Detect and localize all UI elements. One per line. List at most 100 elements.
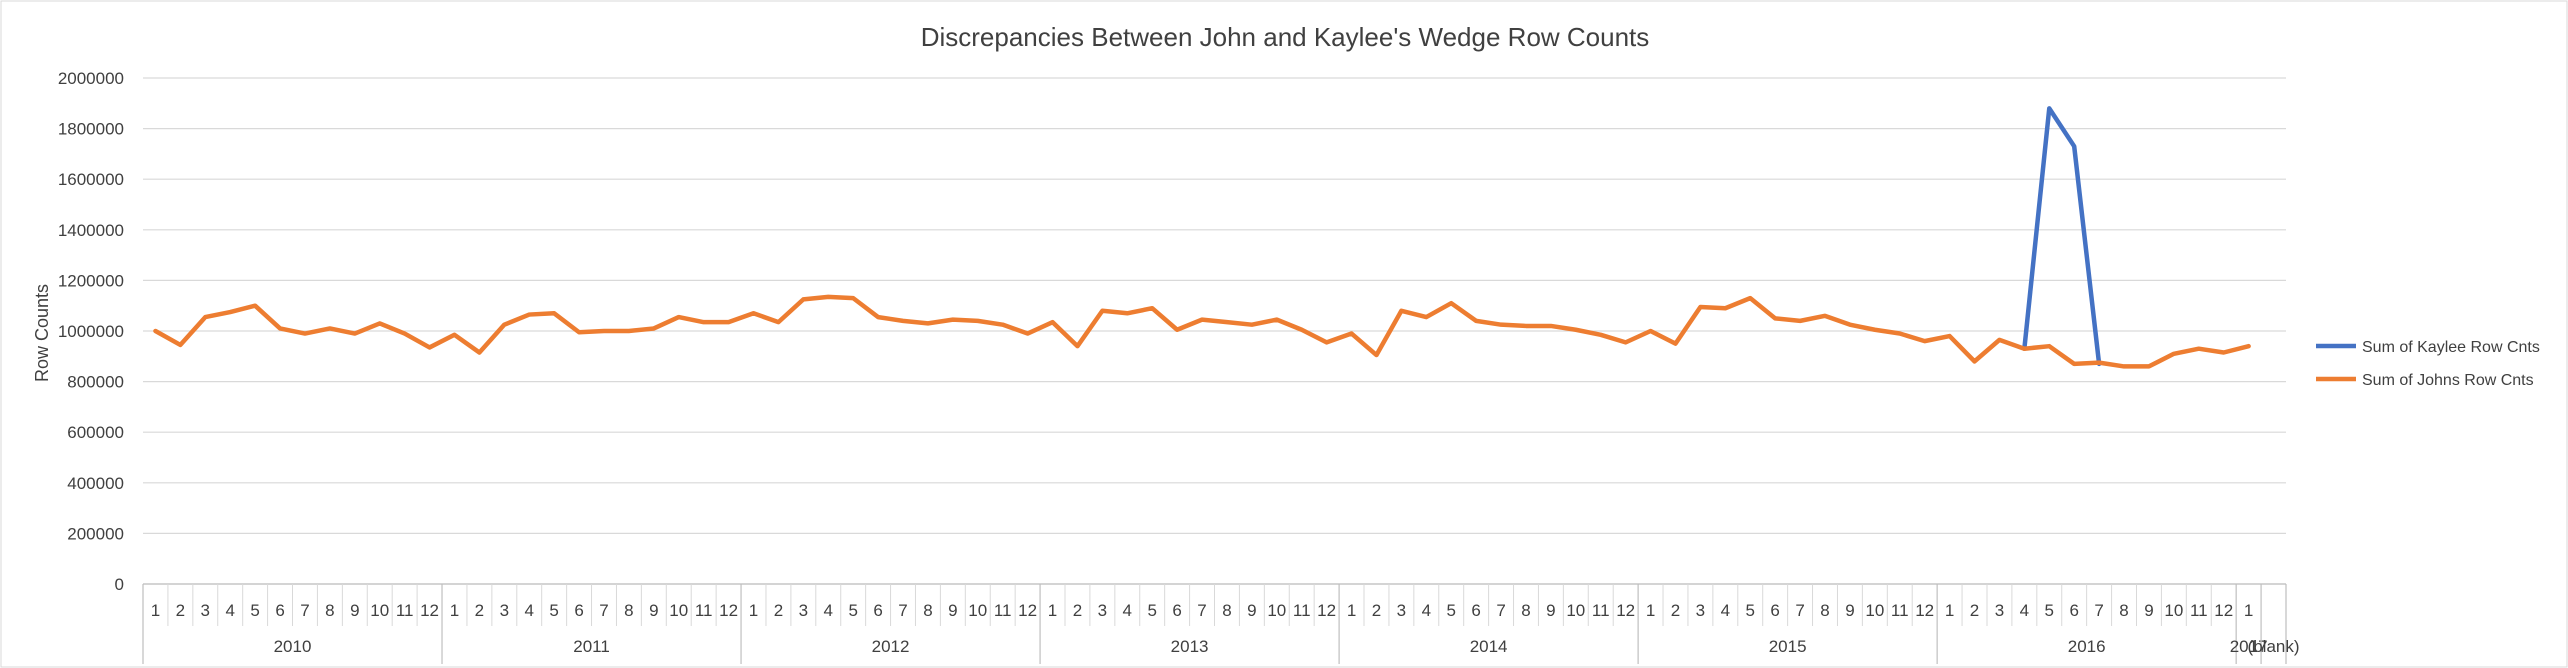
month-tick-label: 10	[1267, 601, 1286, 620]
month-tick-label: 2	[176, 601, 185, 620]
month-tick-label: 3	[799, 601, 808, 620]
month-tick-label: 8	[923, 601, 932, 620]
y-tick-label: 200000	[67, 524, 124, 543]
month-tick-label: 10	[2164, 601, 2183, 620]
month-tick-label: 12	[1018, 601, 1037, 620]
month-tick-label: 4	[525, 601, 534, 620]
y-tick-label: 1400000	[58, 221, 124, 240]
month-tick-label: 3	[1397, 601, 1406, 620]
month-tick-label: 12	[420, 601, 439, 620]
y-tick-label: 600000	[67, 423, 124, 442]
month-tick-label: 8	[2119, 601, 2128, 620]
month-tick-label: 9	[1247, 601, 1256, 620]
y-tick-label: 1200000	[58, 271, 124, 290]
month-tick-label: 8	[624, 601, 633, 620]
month-tick-label: 6	[275, 601, 284, 620]
month-tick-label: 7	[2094, 601, 2103, 620]
month-tick-label: 11	[2190, 601, 2208, 620]
month-tick-label: 10	[669, 601, 688, 620]
year-tick-label: 2011	[573, 637, 610, 656]
month-tick-label: 1	[1347, 601, 1356, 620]
month-tick-label: 7	[898, 601, 907, 620]
month-tick-label: 7	[1795, 601, 1804, 620]
month-tick-label: 5	[1446, 601, 1455, 620]
series-lines	[153, 106, 2251, 369]
month-tick-label: 5	[1746, 601, 1755, 620]
month-tick-label: 8	[325, 601, 334, 620]
month-tick-label: 9	[350, 601, 359, 620]
month-tick-label: 11	[1592, 601, 1610, 620]
month-tick-label: 4	[824, 601, 833, 620]
month-tick-label: 7	[1197, 601, 1206, 620]
month-tick-label: 5	[549, 601, 558, 620]
y-tick-label: 1600000	[58, 170, 124, 189]
month-tick-label: 1	[1048, 601, 1057, 620]
month-tick-label: 5	[2045, 601, 2054, 620]
month-tick-label: 12	[719, 601, 738, 620]
year-tick-label: 2012	[872, 637, 910, 656]
month-tick-label: 7	[599, 601, 608, 620]
month-tick-label: 2	[1372, 601, 1381, 620]
month-tick-label: 11	[1293, 601, 1311, 620]
month-tick-label: 1	[1945, 601, 1954, 620]
month-tick-label: 5	[848, 601, 857, 620]
month-tick-label: 2	[1970, 601, 1979, 620]
month-tick-label: 6	[1471, 601, 1480, 620]
year-tick-label: 2015	[1769, 637, 1807, 656]
year-tick-label: 2017	[2230, 637, 2268, 656]
month-tick-label: 9	[1845, 601, 1854, 620]
month-tick-label: 6	[873, 601, 882, 620]
month-tick-label: 4	[1123, 601, 1132, 620]
month-tick-label: 1	[1646, 601, 1655, 620]
y-tick-label: 400000	[67, 474, 124, 493]
month-tick-label: 12	[1616, 601, 1635, 620]
y-axis-ticks: 0 200000 400000 600000 800000 1000000 1200000 1…	[58, 69, 124, 594]
month-tick-label: 7	[300, 601, 309, 620]
y-tick-label: 800000	[67, 373, 124, 392]
month-tick-label: 1	[450, 601, 459, 620]
month-tick-label: 6	[1172, 601, 1181, 620]
month-tick-label: 5	[250, 601, 259, 620]
month-tick-label: 3	[1098, 601, 1107, 620]
year-tick-label: 2016	[2068, 637, 2106, 656]
month-tick-label: 2	[1671, 601, 1680, 620]
year-tick-label: 2013	[1171, 637, 1209, 656]
month-tick-label: 2	[1073, 601, 1082, 620]
month-tick-label: 10	[1566, 601, 1585, 620]
y-tick-label: 1000000	[58, 322, 124, 341]
month-tick-label: 3	[1995, 601, 2004, 620]
legend-label-0: Sum of Kaylee Row Cnts	[2362, 339, 2540, 356]
month-tick-label: 10	[968, 601, 987, 620]
year-tick-label: 2010	[274, 637, 312, 656]
legend: Sum of Kaylee Row Cnts Sum of Johns Row C…	[2316, 339, 2540, 389]
month-tick-label: 6	[574, 601, 583, 620]
month-tick-label: 11	[695, 601, 713, 620]
month-tick-label: 1	[2244, 601, 2253, 620]
month-tick-label: 8	[1521, 601, 1530, 620]
month-tick-label: 7	[1496, 601, 1505, 620]
month-tick-label: 11	[1891, 601, 1909, 620]
month-tick-label: 2	[475, 601, 484, 620]
month-tick-label: 9	[2144, 601, 2153, 620]
month-tick-label: 10	[370, 601, 389, 620]
month-tick-label: 4	[1422, 601, 1431, 620]
legend-label-1: Sum of Johns Row Cnts	[2362, 372, 2534, 389]
month-tick-label: 3	[500, 601, 509, 620]
month-tick-label: 10	[1865, 601, 1884, 620]
month-tick-label: 4	[2020, 601, 2029, 620]
month-tick-label: 8	[1820, 601, 1829, 620]
month-tick-label: 3	[201, 601, 210, 620]
series-line-0	[2022, 106, 2102, 367]
month-tick-label: 5	[1147, 601, 1156, 620]
month-tick-label: 6	[1770, 601, 1779, 620]
month-tick-label: 12	[1915, 601, 1934, 620]
y-tick-label: 2000000	[58, 69, 124, 88]
month-tick-label: 12	[1317, 601, 1336, 620]
y-tick-label: 1800000	[58, 120, 124, 139]
month-tick-label: 1	[749, 601, 758, 620]
y-axis-label: Row Counts	[32, 284, 52, 382]
month-tick-label: 1	[151, 601, 160, 620]
